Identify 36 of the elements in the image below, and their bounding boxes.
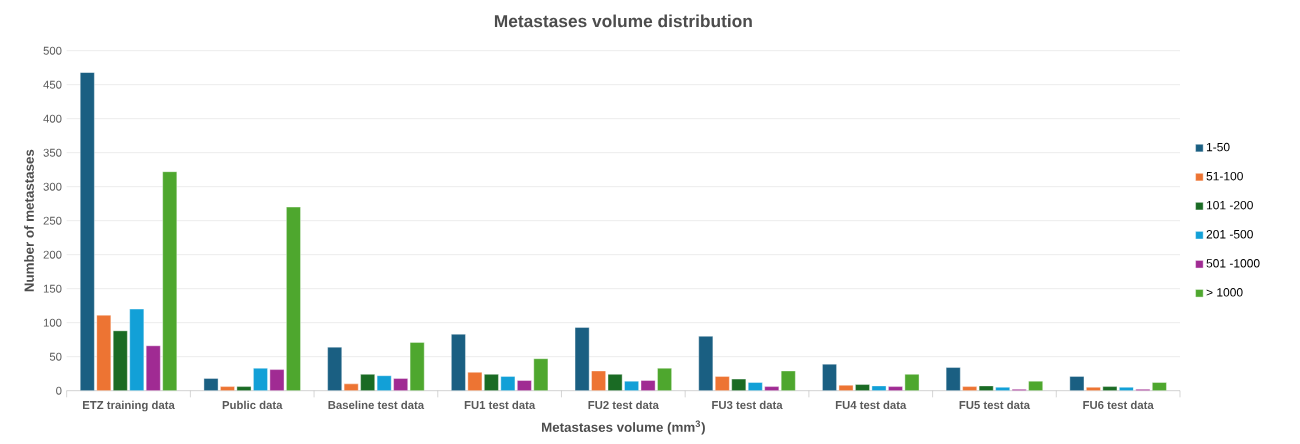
y-tick-label: 250 bbox=[43, 216, 62, 225]
legend-label: 51-100 bbox=[1206, 171, 1243, 181]
y-tick-label: 50 bbox=[49, 352, 62, 361]
x-tick-label: FU5 test data bbox=[959, 400, 1031, 410]
y-tick-label: 300 bbox=[43, 182, 62, 191]
bar bbox=[129, 308, 145, 391]
x-tick-label: FU2 test data bbox=[588, 400, 659, 410]
x-tick-label: FU6 test data bbox=[1083, 400, 1154, 410]
x-tick-label: Public data bbox=[222, 400, 283, 410]
legend-label: 201 -500 bbox=[1206, 230, 1253, 239]
y-tick-label: 450 bbox=[43, 80, 62, 89]
y-tick-label: 100 bbox=[43, 318, 62, 327]
chart-title: Metastases volume distribution bbox=[494, 14, 752, 28]
bar bbox=[451, 334, 466, 391]
bar bbox=[574, 327, 590, 391]
y-tick-label: 400 bbox=[43, 114, 62, 123]
x-tick-label: FU4 test data bbox=[835, 400, 907, 410]
x-tick-label: ETZ training data bbox=[83, 400, 175, 412]
y-tick-label: 500 bbox=[43, 46, 62, 55]
bar bbox=[698, 336, 714, 391]
y-tick-label: 0 bbox=[56, 386, 62, 395]
bar bbox=[1152, 382, 1167, 391]
x-tick-label: Baseline test data bbox=[328, 400, 425, 410]
y-axis-title: Number of metastases bbox=[24, 149, 34, 292]
y-tick-label: 350 bbox=[43, 148, 62, 157]
x-tick-label: FU3 test data bbox=[712, 400, 783, 410]
x-tick-label: FU1 test data bbox=[464, 400, 536, 410]
legend-label: 101 -200 bbox=[1206, 200, 1253, 210]
y-tick-label: 150 bbox=[43, 284, 62, 293]
y-tick-label: 200 bbox=[43, 250, 62, 259]
bar bbox=[80, 72, 95, 391]
legend-label: 1-50 bbox=[1206, 142, 1230, 152]
legend-label: > 1000 bbox=[1206, 288, 1243, 297]
legend-label: 501 -1000 bbox=[1206, 259, 1260, 268]
x-axis-title: Metastases volume (mm$^{3}$) bbox=[542, 420, 705, 435]
bar bbox=[781, 370, 796, 391]
